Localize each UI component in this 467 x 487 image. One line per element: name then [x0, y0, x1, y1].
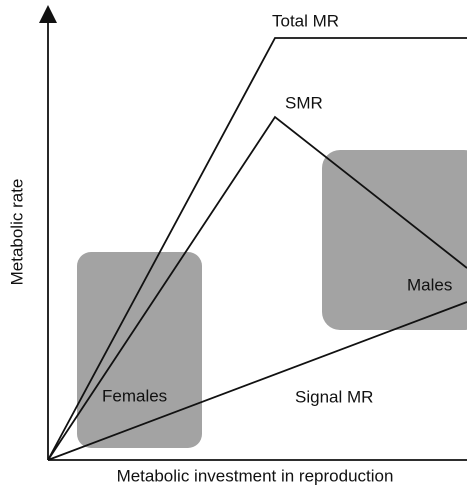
- line-label: Signal MR: [295, 387, 373, 406]
- males-region: [322, 150, 467, 330]
- females-region: [77, 252, 202, 448]
- smr-line: [47, 115, 467, 461]
- total-mr-line: [47, 37, 467, 461]
- x-axis-label: Metabolic investment in reproduction: [117, 466, 394, 485]
- y-axis-label: Metabolic rate: [7, 179, 26, 286]
- line-label: SMR: [285, 93, 323, 112]
- signal-mr-line: [47, 301, 467, 461]
- group-label: Males: [407, 275, 452, 294]
- group-label: Females: [102, 386, 167, 405]
- line-label: Total MR: [272, 11, 339, 30]
